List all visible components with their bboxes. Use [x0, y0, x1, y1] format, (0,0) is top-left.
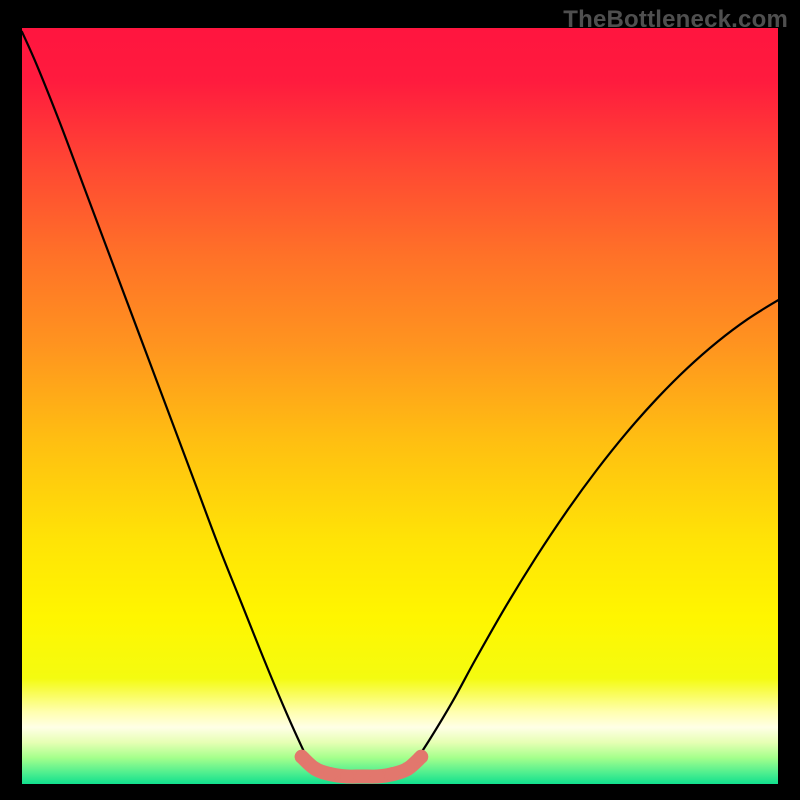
optimal-range-dot: [355, 769, 369, 783]
optimal-range-dot: [414, 750, 428, 764]
optimal-range-dot: [340, 769, 354, 783]
optimal-range-dot: [323, 767, 337, 781]
watermark-text: TheBottleneck.com: [563, 6, 788, 34]
optimal-range-dot: [385, 767, 399, 781]
optimal-range-dot: [295, 750, 309, 764]
bottleneck-curve: [22, 32, 778, 781]
frame: TheBottleneck.com: [0, 0, 800, 800]
plot-area: [22, 28, 778, 784]
optimal-range-dot: [308, 762, 322, 776]
curve-layer: [22, 28, 778, 784]
optimal-range-dot: [370, 769, 384, 783]
optimal-range-dot: [401, 762, 415, 776]
